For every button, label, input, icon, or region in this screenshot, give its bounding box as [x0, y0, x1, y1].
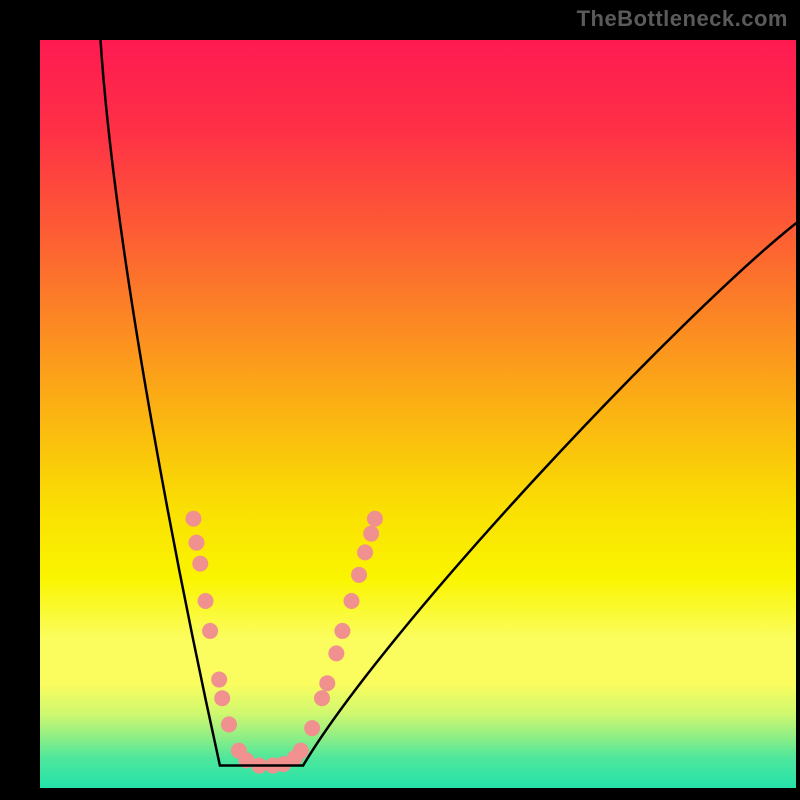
data-marker	[334, 623, 350, 639]
data-marker	[357, 544, 373, 560]
data-marker	[188, 535, 204, 551]
data-marker	[198, 593, 214, 609]
data-marker	[328, 645, 344, 661]
watermark-text: TheBottleneck.com	[577, 6, 788, 32]
data-marker	[319, 675, 335, 691]
data-marker	[304, 720, 320, 736]
data-marker	[214, 690, 230, 706]
data-marker	[185, 511, 201, 527]
data-marker	[211, 672, 227, 688]
data-marker	[293, 743, 309, 759]
chart-container: TheBottleneck.com	[0, 0, 800, 800]
data-marker	[367, 511, 383, 527]
data-marker	[351, 567, 367, 583]
data-marker	[192, 556, 208, 572]
data-marker	[314, 690, 330, 706]
gradient-background	[40, 40, 796, 788]
plot-area	[40, 40, 796, 788]
data-marker	[363, 526, 379, 542]
data-marker	[343, 593, 359, 609]
data-marker	[202, 623, 218, 639]
data-marker	[221, 716, 237, 732]
